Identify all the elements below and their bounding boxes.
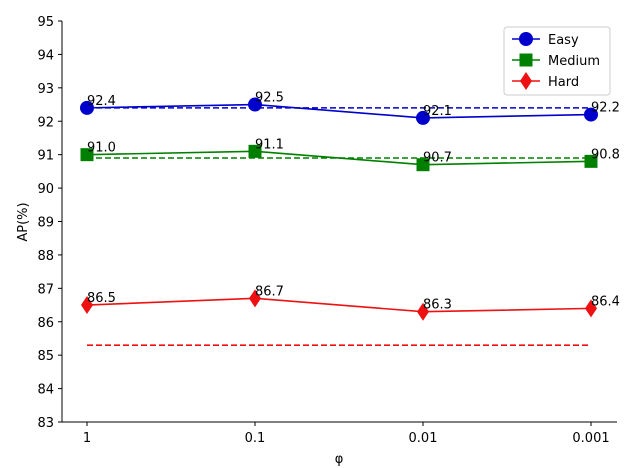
data-label: 91.1 [255, 137, 284, 152]
data-point [249, 289, 261, 308]
series-medium: 91.0 91.1 90.7 90.8 [80, 137, 620, 172]
legend-entry-easy: Easy [512, 32, 579, 48]
y-tick-label: 89 [37, 216, 54, 231]
data-point [519, 32, 533, 46]
data-label: 92.2 [591, 101, 620, 116]
y-tick-label: 83 [37, 416, 54, 431]
series-easy: 92.4 92.5 92.1 92.2 [80, 91, 620, 125]
data-label: 92.4 [87, 94, 116, 109]
data-point [80, 148, 94, 162]
y-tick-label: 92 [37, 115, 54, 130]
legend-entry-hard: Hard [512, 72, 579, 90]
data-point [585, 299, 597, 318]
y-tick-label: 88 [37, 249, 54, 264]
x-tick-label: 0.001 [572, 431, 609, 446]
data-point [80, 100, 94, 115]
data-point [81, 296, 93, 315]
y-tick-label: 84 [37, 383, 54, 398]
y-tick-label: 91 [37, 149, 54, 164]
legend-entry-medium: Medium [512, 53, 600, 69]
medium-line [86, 150, 592, 166]
axes: 83 84 85 86 87 88 89 90 91 92 93 94 95 1 0.1 0.01 0.001 [37, 15, 617, 446]
data-label: 90.8 [591, 147, 620, 162]
y-tick-label: 87 [37, 282, 54, 297]
series-hard: 86.5 86.7 86.3 86.4 [81, 284, 620, 321]
x-tick-label: 1 [83, 431, 91, 446]
data-point [520, 72, 532, 90]
y-tick-label: 95 [37, 15, 54, 30]
legend-label: Medium [548, 54, 600, 69]
data-label: 86.7 [255, 284, 284, 299]
data-point [416, 110, 430, 125]
data-point [416, 158, 430, 172]
data-label: 86.5 [87, 291, 116, 306]
y-tick-label: 86 [37, 316, 54, 331]
y-tick-label: 90 [37, 182, 54, 197]
data-label: 86.3 [423, 298, 452, 313]
data-label: 90.7 [423, 151, 452, 166]
x-tick-label: 0.1 [245, 431, 266, 446]
easy-line [86, 103, 592, 119]
data-point [519, 53, 533, 67]
y-tick-label: 94 [37, 48, 54, 63]
data-point [417, 302, 429, 321]
data-point [584, 107, 598, 122]
y-axis-label: AP(%) [16, 202, 31, 241]
data-label: 92.1 [423, 104, 452, 119]
data-label: 86.4 [591, 294, 620, 309]
hard-line [86, 297, 592, 313]
legend: Easy Medium Hard [503, 26, 611, 96]
x-tick-label: 0.01 [409, 431, 438, 446]
y-tick-label: 93 [37, 82, 54, 97]
data-point [584, 154, 598, 168]
data-point [248, 144, 262, 158]
data-label: 91.0 [87, 141, 116, 156]
series-group: 92.4 92.5 92.1 92.2 91.0 91.1 90.7 90.8 86.5 86.7… [80, 91, 620, 321]
data-label: 92.5 [255, 91, 284, 106]
y-tick-label: 85 [37, 349, 54, 364]
x-axis-label: φ [335, 452, 344, 467]
legend-label: Easy [548, 33, 579, 48]
legend-label: Hard [548, 75, 579, 90]
data-point [248, 97, 262, 112]
